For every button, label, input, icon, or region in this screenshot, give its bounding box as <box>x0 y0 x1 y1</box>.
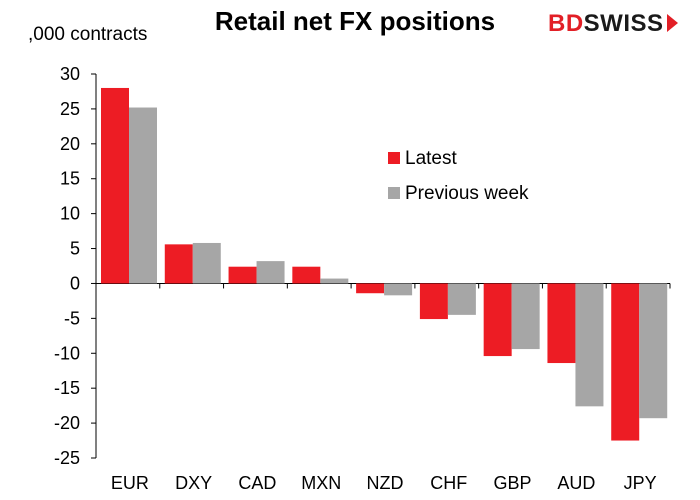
legend-label-previous-week: Previous week <box>405 183 529 204</box>
bar-latest <box>611 283 640 441</box>
y-tick-label: -15 <box>54 378 80 398</box>
bar-previous-week <box>511 283 540 350</box>
x-category-label: GBP <box>494 473 532 493</box>
x-category-label: AUD <box>557 473 595 493</box>
bar-previous-week <box>384 283 413 296</box>
legend-swatch-previous-week <box>388 187 400 199</box>
bar-previous-week <box>447 283 476 315</box>
bar-previous-week <box>575 283 604 407</box>
y-tick-label: 30 <box>60 64 80 84</box>
y-tick-label: 25 <box>60 99 80 119</box>
y-tick-label: 0 <box>70 273 80 293</box>
bar-latest <box>419 283 448 320</box>
bar-previous-week <box>129 107 157 284</box>
y-tick-label: -5 <box>64 308 80 328</box>
logo-arrow-icon <box>666 14 678 32</box>
chart-title: Retail net FX positions <box>214 6 496 36</box>
bar-latest <box>547 283 576 364</box>
bar-latest <box>292 266 321 284</box>
bar-previous-week <box>192 242 221 284</box>
legend-label-latest: Latest <box>405 148 457 169</box>
bar-latest <box>101 87 129 284</box>
bar-previous-week <box>256 261 285 284</box>
x-category-label: CAD <box>238 473 276 493</box>
logo-part1: BD <box>548 10 584 37</box>
y-tick-label: -20 <box>54 413 80 433</box>
logo-part2: SWISS <box>583 10 664 37</box>
y-tick-label: 15 <box>60 169 80 189</box>
y-tick-label: 10 <box>60 204 80 224</box>
brand-logo: BDSWISS <box>548 10 678 38</box>
bar-latest <box>356 283 385 294</box>
bar-previous-week <box>320 278 349 284</box>
y-axis-label: ,000 contracts <box>28 24 148 45</box>
x-category-label: EUR <box>111 473 149 493</box>
y-tick-label: 5 <box>70 239 80 259</box>
y-tick-label: 20 <box>60 134 80 154</box>
bar-latest <box>483 283 512 357</box>
bar-latest <box>228 266 257 284</box>
x-category-label: NZD <box>367 473 404 493</box>
bar-latest <box>164 244 193 284</box>
x-category-label: CHF <box>430 473 467 493</box>
x-category-label: DXY <box>175 473 212 493</box>
y-tick-label: -25 <box>54 448 80 468</box>
x-category-label: MXN <box>301 473 341 493</box>
legend-swatch-latest <box>388 152 400 164</box>
bar-previous-week <box>639 283 668 419</box>
x-category-label: JPY <box>624 473 657 493</box>
y-tick-label: -10 <box>54 343 80 363</box>
